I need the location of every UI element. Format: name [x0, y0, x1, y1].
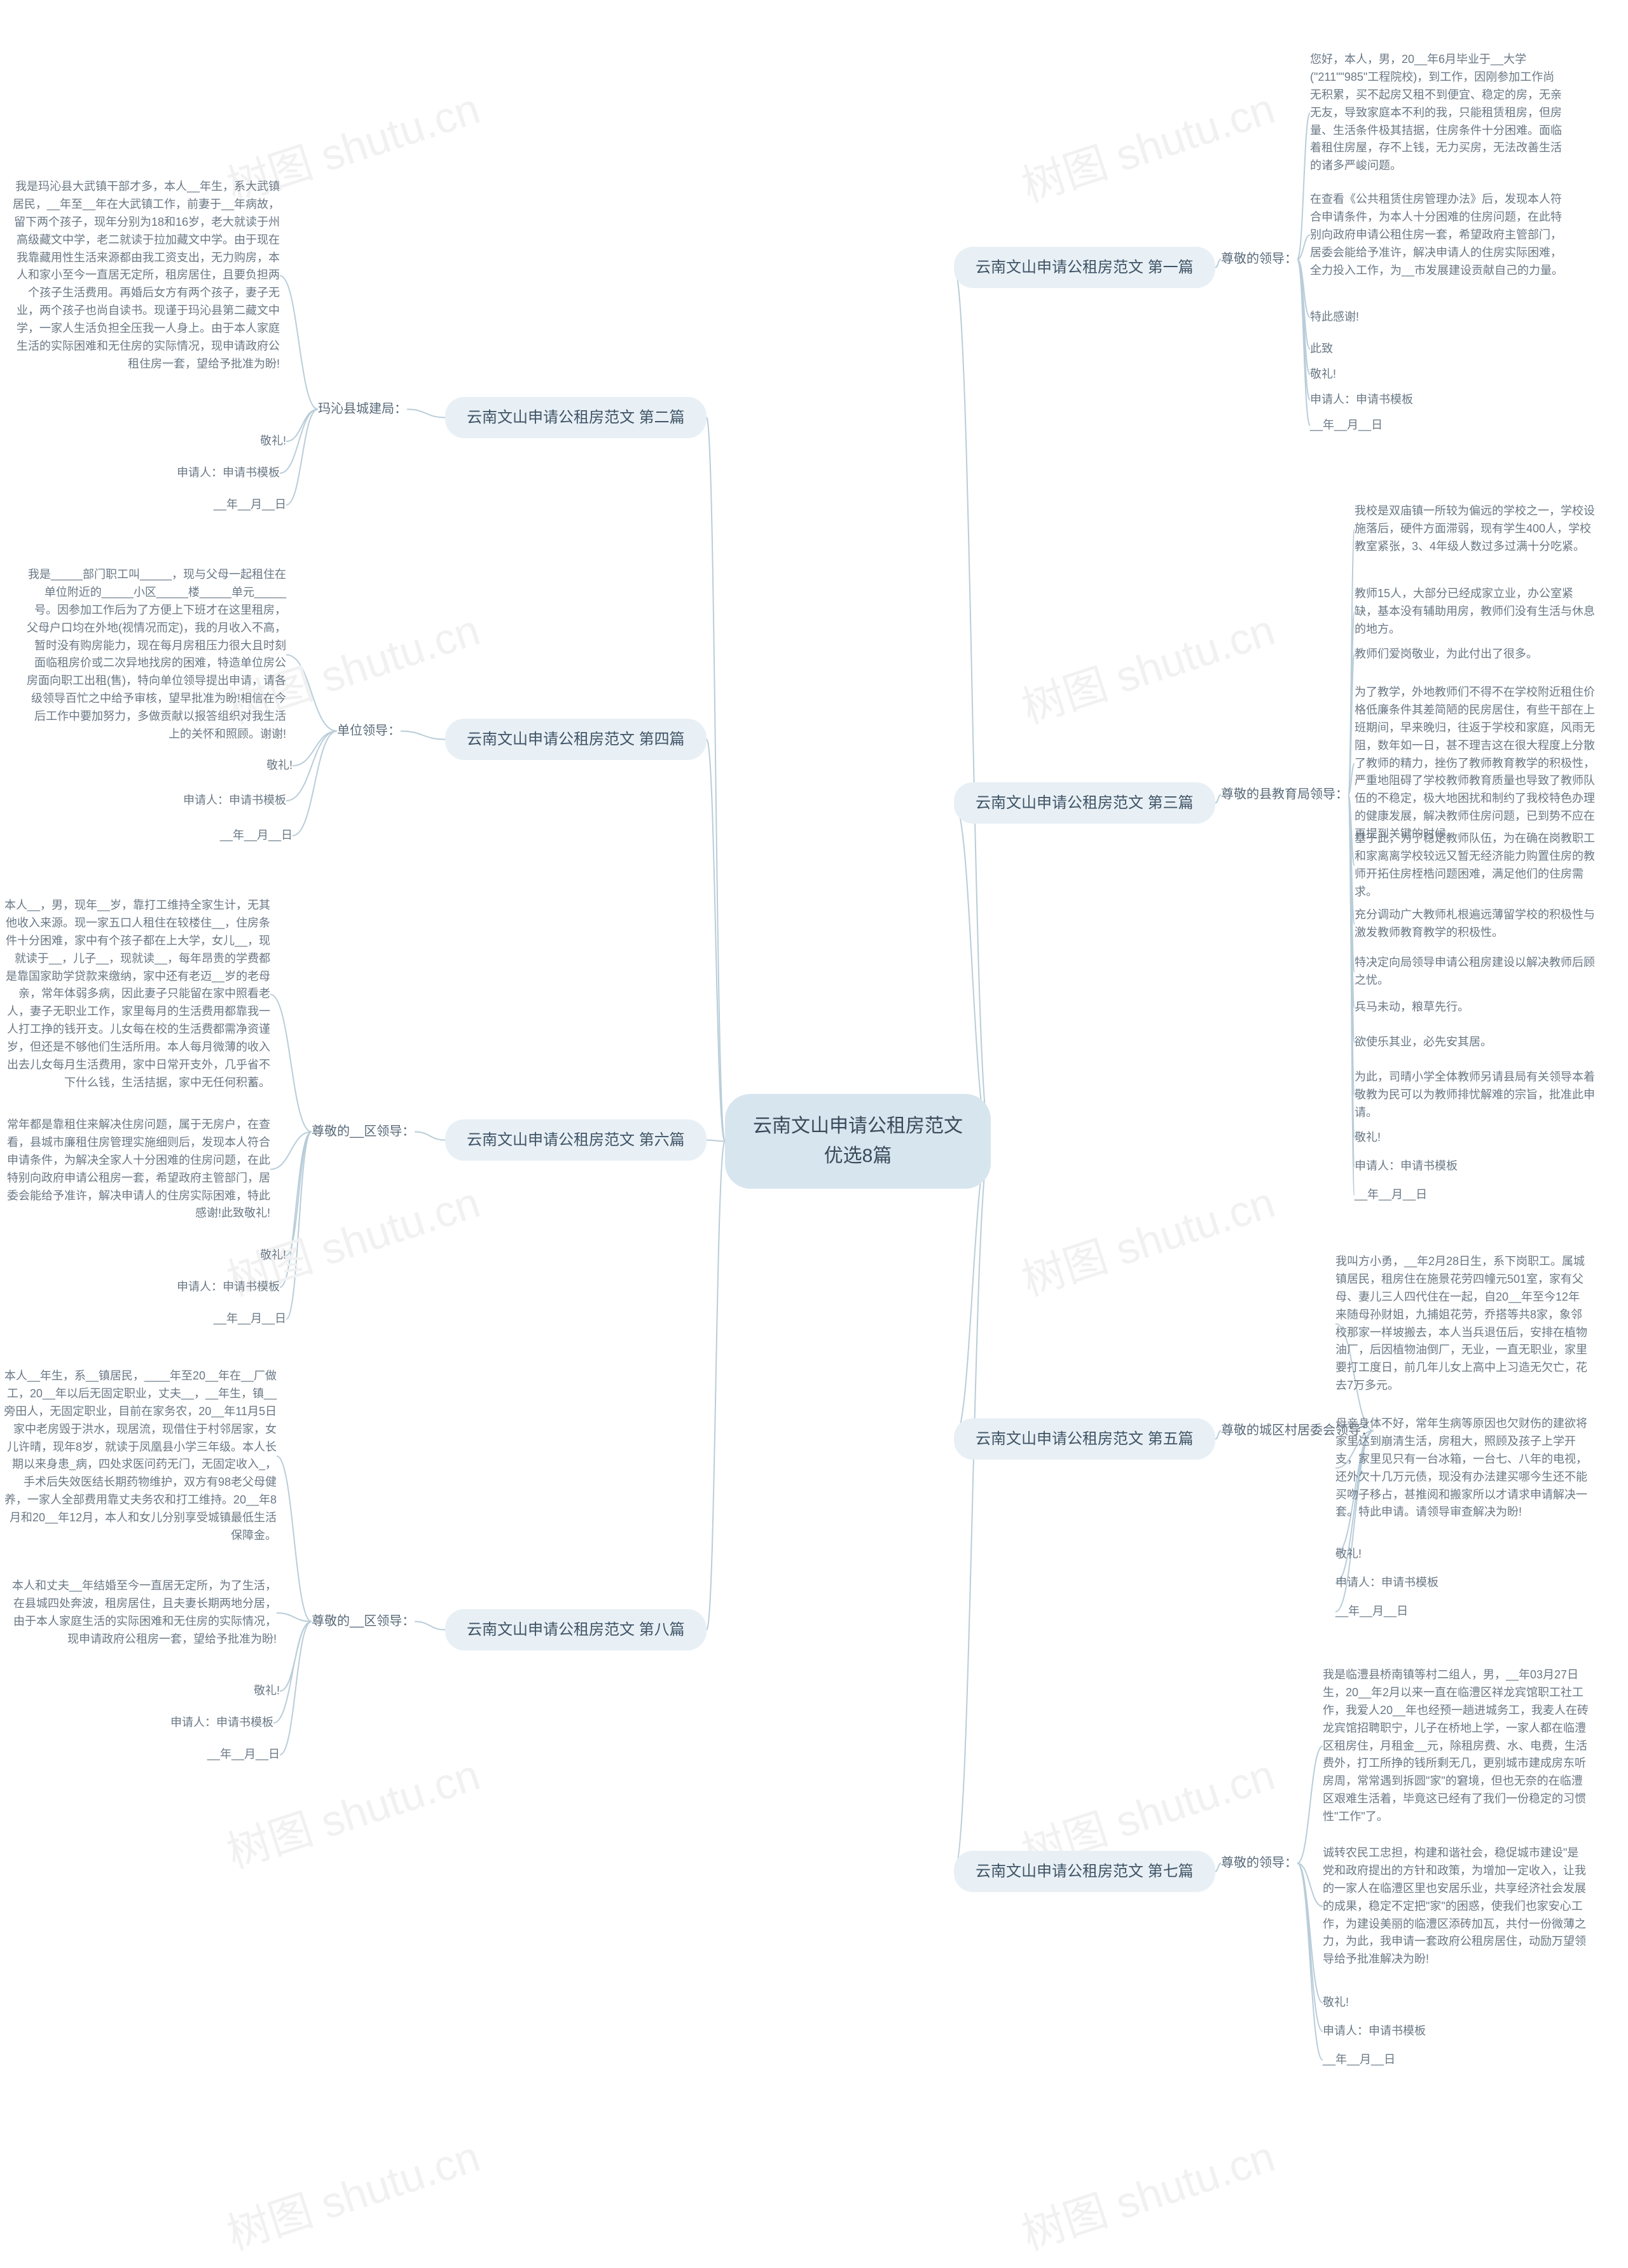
mindmap-canvas: 树图 shutu.cn 树图 shutu.cn 树图 shutu.cn 树图 shut…: [0, 0, 1628, 2268]
section-node[interactable]: 云南文山申请公租房范文 第八篇: [445, 1609, 707, 1650]
section-node[interactable]: 云南文山申请公租房范文 第一篇: [954, 247, 1215, 288]
section-node[interactable]: 云南文山申请公租房范文 第五篇: [954, 1418, 1215, 1460]
leaf-text: __年__月__日: [204, 827, 293, 845]
leaf-text: 充分调动广大教师札根遍远薄留学校的积极性与激发教师教育教学的积极性。: [1355, 906, 1596, 942]
leaf-text: 此致: [1310, 340, 1564, 358]
section-node[interactable]: 云南文山申请公租房范文 第七篇: [954, 1851, 1215, 1892]
section-node[interactable]: 云南文山申请公租房范文 第二篇: [445, 397, 707, 438]
leaf-text: 您好，本人，男，20__年6月毕业于__大学("211""985"工程院校)，到…: [1310, 51, 1564, 175]
leaf-text: 申请人：申请书模板: [1355, 1158, 1596, 1175]
leaf-text: 特此感谢!: [1310, 308, 1564, 326]
leaf-text: 敬礼!: [216, 1682, 280, 1700]
salutation-label: 尊敬的领导：: [1221, 1852, 1297, 1874]
leaf-text: 敬礼!: [1355, 1129, 1596, 1147]
leaf-text: 特决定向局领导申请公租房建设以解决教师后顾之忧。: [1355, 954, 1596, 990]
watermark: 树图 shutu.cn: [1014, 597, 1283, 742]
watermark: 树图 shutu.cn: [1014, 1170, 1283, 1315]
leaf-text: __年__月__日: [191, 1746, 280, 1764]
leaf-text: 申请人：申请书模板: [1323, 2023, 1590, 2040]
leaf-text: 我是_____部门职工叫_____，现与父母一起租住在单位附近的_____小区_…: [25, 566, 286, 743]
section-node[interactable]: 云南文山申请公租房范文 第六篇: [445, 1119, 707, 1161]
leaf-text: __年__月__日: [1323, 2051, 1590, 2069]
leaf-text: 母亲身体不好，常年生病等原因也欠财伤的建欲将家里达到崩清生活，房租大，照顾及孩子…: [1335, 1415, 1590, 1521]
leaf-text: 敬礼!: [1323, 1994, 1590, 2012]
leaf-text: 我叫方小勇，__年2月28日生，系下岗职工。属城镇居民，租房住在施景花劳四幢元5…: [1335, 1253, 1590, 1395]
leaf-text: 本人__，男，现年__岁，靠打工维持全家生计，无其他收入来源。现一家五口人租住在…: [3, 897, 270, 1092]
watermark: 树图 shutu.cn: [219, 2124, 488, 2268]
leaf-text: 申请人：申请书模板: [146, 1714, 273, 1732]
leaf-text: 申请人：申请书模板: [1335, 1574, 1590, 1592]
leaf-text: 常年都是靠租住来解决住房问题，属于无房户，在查看，县城市廉租住房管理实施细则后，…: [3, 1116, 270, 1222]
leaf-text: __年__月__日: [1335, 1603, 1590, 1621]
watermark: 树图 shutu.cn: [219, 1742, 488, 1887]
leaf-text: __年__月__日: [1310, 417, 1564, 434]
leaf-text: __年__月__日: [1355, 1186, 1596, 1204]
salutation-label: 单位领导：: [337, 720, 401, 742]
salutation-label: 尊敬的领导：: [1221, 248, 1297, 270]
leaf-text: 申请人：申请书模板: [153, 464, 280, 482]
section-node[interactable]: 云南文山申请公租房范文 第四篇: [445, 719, 707, 760]
leaf-text: 基于此，为了稳定教师队伍，为在确在岗教职工和家离离学校较远又暂无经济能力购置住房…: [1355, 830, 1596, 901]
watermark: 树图 shutu.cn: [1014, 2124, 1283, 2268]
leaf-text: 教师15人，大部分已经成家立业，办公室紧缺，基本没有辅助用房，教师们没有生活与休…: [1355, 585, 1596, 639]
watermark: 树图 shutu.cn: [1014, 76, 1283, 221]
leaf-text: 兵马未动，粮草先行。: [1355, 999, 1596, 1016]
leaf-text: 敬礼!: [223, 432, 286, 450]
leaf-text: 申请人：申请书模板: [1310, 391, 1564, 409]
salutation-label: 尊敬的县教育局领导：: [1221, 784, 1348, 806]
leaf-text: __年__月__日: [197, 496, 286, 514]
leaf-text: 我是玛沁县大武镇干部才多，本人__年生，系大武镇居民，__年至__年在大武镇工作…: [6, 178, 280, 373]
leaf-text: 本人和丈夫__年结婚至今一直居无定所，为了生活，在县城四处奔波，租房居住，且夫妻…: [3, 1577, 277, 1649]
salutation-label: 尊敬的__区领导：: [312, 1121, 415, 1143]
leaf-text: 为此，司晴小学全体教师另请县局有关领导本着敬教为民可以为教师排忧解难的宗旨，批准…: [1355, 1068, 1596, 1122]
leaf-text: 我是临澧县桥南镇等村二组人，男，__年03月27日生，20__年2月以来一直在临…: [1323, 1666, 1590, 1826]
leaf-text: 敬礼!: [1335, 1545, 1590, 1563]
leaf-text: 欲使乐其业，必先安其居。: [1355, 1034, 1596, 1051]
leaf-text: 诚转农民工忠担，构建和谐社会，稳促城市建设"是党和政府提出的方针和政策，为增加一…: [1323, 1844, 1590, 1968]
salutation-label: 尊敬的__区领导：: [312, 1610, 415, 1633]
leaf-text: 申请人：申请书模板: [153, 1278, 280, 1296]
leaf-text: 敬礼!: [223, 1247, 286, 1264]
leaf-text: __年__月__日: [197, 1310, 286, 1328]
leaf-text: 为了教学，外地教师们不得不在学校附近租住价格低廉条件其差简陋的民房居住，有些干部…: [1355, 684, 1596, 843]
leaf-text: 在查看《公共租赁住房管理办法》后，发现本人符合申请条件，为本人十分困难的住房问题…: [1310, 191, 1564, 279]
leaf-text: 我校是双庙镇一所较为偏远的学校之一，学校设施落后，硬件方面滞弱，现有学生400人…: [1355, 502, 1596, 556]
leaf-text: 敬礼!: [1310, 366, 1564, 384]
center-node: 云南文山申请公租房范文 优选8篇: [725, 1094, 991, 1189]
leaf-text: 本人__年生，系__镇居民，____年至20__年在__厂做工，20__年以后无…: [3, 1367, 277, 1545]
leaf-text: 敬礼!: [229, 757, 293, 775]
leaf-text: 申请人：申请书模板: [159, 792, 286, 810]
leaf-text: 教师们爱岗敬业，为此付出了很多。: [1355, 646, 1596, 663]
salutation-label: 玛沁县城建局：: [318, 398, 407, 420]
section-node[interactable]: 云南文山申请公租房范文 第三篇: [954, 782, 1215, 824]
